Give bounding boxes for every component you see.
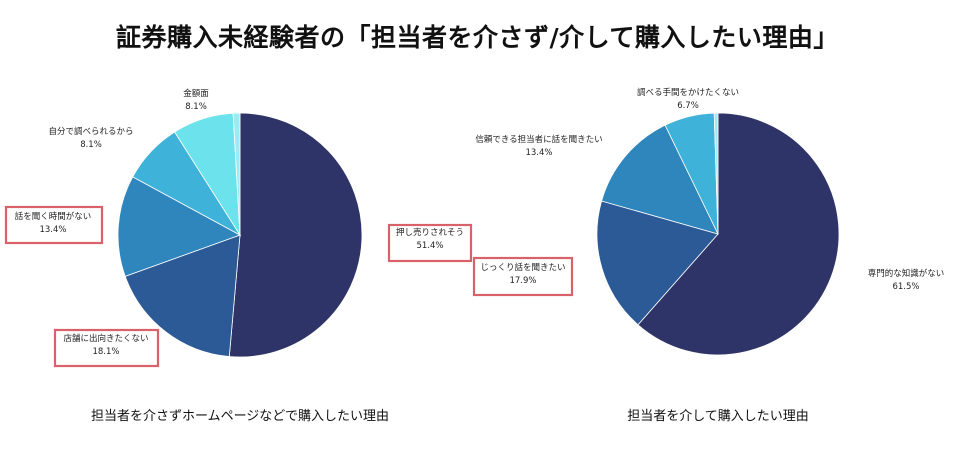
chart-caption-right: 担当者を介して購入したい理由 (627, 409, 809, 424)
chart-caption-left: 担当者を介さずホームページなどで購入したい理由 (91, 409, 389, 424)
pie-slice-2-3 (601, 124, 719, 235)
pie-slice-2-5 (713, 112, 719, 235)
pie-chart-right: 専門的な知識がない 61.5% じっくり話を聞きたい 17.9% 信頼できる担当者に話を… (472, 87, 945, 356)
pie-slice-1-6 (232, 112, 241, 236)
slice-label-1-4: 自分で調べられるから (48, 126, 133, 137)
highlight-box-2-2 (472, 256, 574, 297)
slice-label-2-1: 専門的な知識がない (868, 268, 945, 279)
slice-label-1-2: 店舗に出向きたくない (63, 333, 148, 344)
slice-value-2-1: 61.5% (892, 282, 919, 292)
slice-label-2-3: 信頼できる担当者に話を聞きたい (475, 134, 602, 145)
highlight-box-1-1 (387, 223, 473, 263)
pie-slice-2-1 (637, 112, 840, 356)
slice-value-1-5: 8.1% (185, 102, 207, 112)
slice-value-1-3: 13.4% (39, 225, 66, 235)
slice-value-1-2: 18.1% (92, 347, 119, 357)
highlight-box-1-3 (4, 205, 104, 245)
highlight-box-1-2 (53, 328, 160, 368)
slice-value-1-1: 51.4% (416, 241, 443, 251)
pie-chart-left: 押し売りされそう 51.4% 店舗に出向きたくない 18.1% 話を聞く時間がない 13.… (4, 88, 473, 368)
pie-slice-1-2 (124, 234, 241, 357)
pie-slice-1-3 (117, 176, 241, 277)
slice-label-1-5: 金額面 (183, 88, 209, 99)
slice-value-2-4: 6.7% (677, 101, 699, 111)
pie-slice-1-1 (228, 112, 363, 358)
slice-label-2-2: じっくり話を聞きたい (480, 262, 565, 273)
slice-value-1-4: 8.1% (80, 140, 102, 150)
slice-label-1-1: 押し売りされそう (396, 227, 464, 238)
slice-value-2-2: 17.9% (509, 276, 536, 286)
slice-value-2-3: 13.4% (525, 148, 552, 158)
pie-slice-2-2 (596, 200, 719, 326)
main-title: 証券購入未経験者の「担当者を介さず/介して購入したい理由」 (116, 23, 839, 52)
slice-label-1-3: 話を聞く時間がない (15, 211, 92, 222)
slice-label-2-4: 調べる手間をかけたくない (637, 87, 739, 98)
